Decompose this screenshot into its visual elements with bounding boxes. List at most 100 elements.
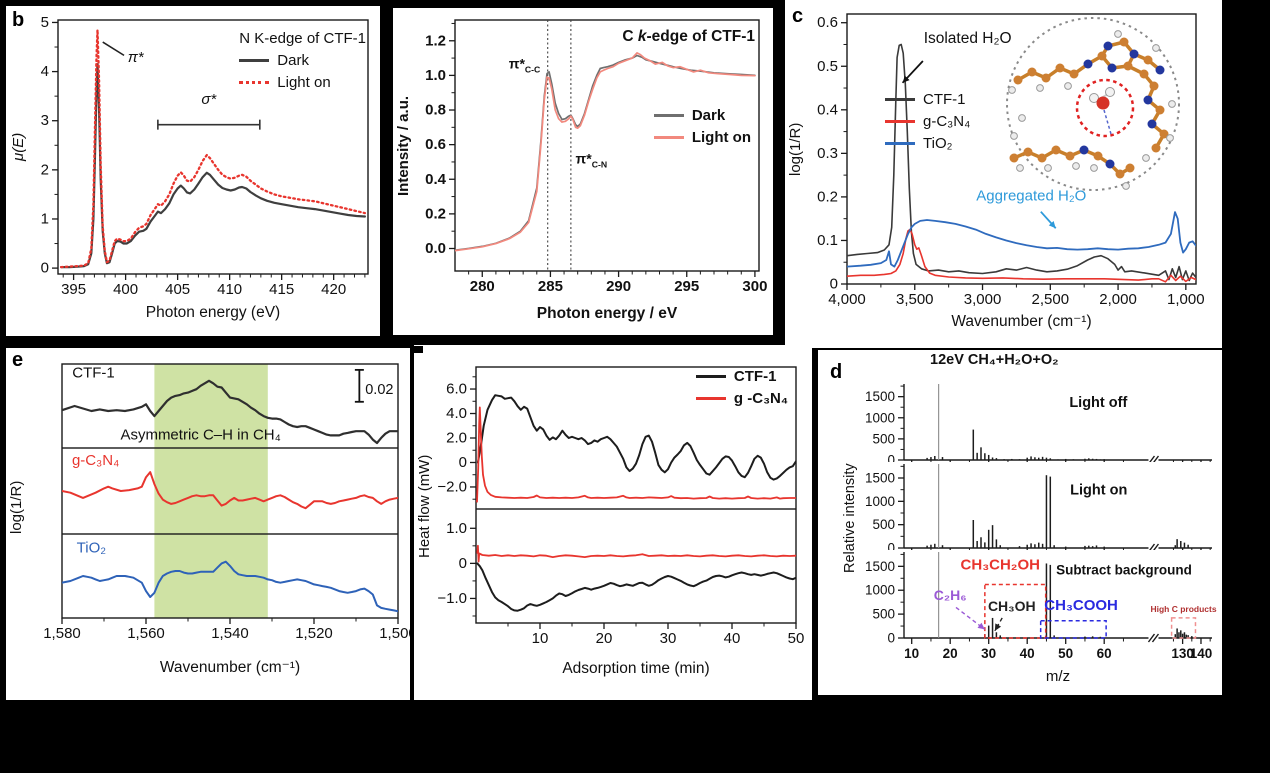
svg-text:500: 500 (872, 607, 895, 622)
svg-text:C₂H₆: C₂H₆ (934, 587, 967, 603)
svg-text:285: 285 (538, 278, 563, 295)
panel-b-legend: N K-edge of CTF-1 Dark Light on (239, 30, 366, 96)
legend-item: Light on (239, 74, 366, 91)
panel-f-legend-items: CTF-1 g -C₃N₄ (695, 368, 788, 407)
ctf-water-molecular-inset (1006, 17, 1180, 191)
svg-text:0.2: 0.2 (425, 205, 446, 222)
legend-item: g-C₃N₄ (885, 113, 970, 130)
legend-swatch-solid (885, 120, 915, 123)
panel-c: c log(1/R) 4,000 3,500 3,000 2,500 2,000 1,00… (785, 0, 1222, 348)
svg-text:Light off: Light off (1069, 395, 1127, 411)
legend-swatch-solid (239, 59, 270, 62)
svg-text:0: 0 (887, 541, 895, 551)
svg-text:Isolated H₂O: Isolated H₂O (924, 30, 1012, 47)
panel-d: d 12eV CH₄+H₂O+O₂ Relative intensity 0 50… (818, 350, 1222, 695)
svg-text:1,500: 1,500 (379, 625, 410, 642)
legend-item: Dark (239, 52, 366, 69)
svg-text:1500: 1500 (865, 389, 895, 404)
svg-text:0.3: 0.3 (817, 145, 838, 162)
svg-text:2: 2 (41, 161, 49, 178)
svg-text:π*C-C: π*C-C (509, 55, 541, 74)
legend-item: Dark (653, 107, 751, 124)
title-pre: C (622, 28, 638, 45)
svg-text:CH₃COOH: CH₃COOH (1044, 597, 1118, 614)
svg-text:40: 40 (1020, 646, 1035, 661)
svg-text:4.0: 4.0 (446, 405, 467, 422)
ch4-ir-ctf1-subplot: CTF-1 Asymmetric C–H in CH₄ 0.02 (61, 363, 399, 448)
panel-b-legend-items: Dark Light on (239, 52, 366, 91)
svg-text:0: 0 (459, 555, 467, 572)
framework-atoms (1009, 37, 1169, 179)
legend-label: Dark (691, 107, 726, 124)
svg-text:20: 20 (596, 630, 613, 647)
ch4-ir-gc3n4-subplot: g-C₃N₄ (61, 448, 399, 534)
panel-c-x-axis-label: Wavenumber (cm⁻¹) (951, 313, 1092, 330)
legend-label: Light on (277, 74, 331, 91)
panel-e: e log(1/R) CTF-1 Asymmetric C–H in CH₄ 0.0… (6, 348, 410, 700)
svg-text:30: 30 (981, 646, 996, 661)
panel-b-legend-title: N K-edge of CTF-1 (239, 30, 366, 47)
svg-text:0: 0 (887, 631, 895, 646)
panel-ckedge-title: C k-edge of CTF-1 (622, 28, 755, 46)
heatflow-bottom-subplot: 10 20 30 40 50 1.0 0 −1.0 (437, 509, 805, 647)
svg-text:1500: 1500 (865, 559, 895, 574)
svg-text:σ*: σ* (201, 91, 217, 108)
svg-text:2.0: 2.0 (446, 430, 467, 447)
svg-text:−1.0: −1.0 (437, 590, 467, 607)
hydrogen-atoms (1008, 30, 1176, 190)
panel-d-x-axis-label: m/z (1045, 668, 1071, 685)
svg-text:1: 1 (41, 210, 49, 227)
svg-text:40: 40 (724, 630, 741, 647)
panel-b: b μ(E) 395 400 405 410 415 420 0 1 2 3 4 5 π* σ* Phot… (6, 6, 380, 336)
legend-item: Light on (653, 129, 751, 146)
svg-text:1000: 1000 (865, 410, 895, 425)
svg-text:3: 3 (41, 112, 49, 129)
ms-light-off-subplot: 0 500 1000 1500 Light off (865, 384, 1212, 462)
svg-text:410: 410 (217, 281, 242, 298)
title-italic-k: k (637, 28, 647, 45)
svg-text:0.4: 0.4 (817, 101, 838, 118)
legend-item: TiO₂ (885, 135, 970, 152)
svg-text:30: 30 (660, 630, 677, 647)
svg-text:280: 280 (470, 278, 495, 295)
legend-swatch-dotted (239, 81, 270, 84)
legend-label: CTF-1 (733, 368, 777, 385)
svg-text:0: 0 (830, 276, 838, 293)
legend-label: g -C₃N₄ (733, 390, 788, 407)
panel-f-legend: CTF-1 g -C₃N₄ (695, 363, 788, 412)
svg-text:5: 5 (41, 14, 49, 31)
svg-text:Subtract background: Subtract background (1056, 562, 1192, 577)
legend-swatch-solid (653, 114, 684, 117)
svg-text:500: 500 (872, 431, 895, 446)
svg-text:π*: π* (128, 49, 145, 66)
svg-text:290: 290 (606, 278, 631, 295)
panel-d-title: 12eV CH₄+H₂O+O₂ (930, 352, 1059, 368)
svg-text:0.5: 0.5 (817, 58, 838, 75)
svg-text:CTF-1: CTF-1 (72, 364, 115, 381)
legend-item: CTF-1 (885, 91, 970, 108)
svg-text:2,000: 2,000 (1099, 291, 1137, 308)
svg-text:50: 50 (788, 630, 805, 647)
legend-label: TiO₂ (923, 135, 953, 152)
svg-text:20: 20 (943, 646, 958, 661)
svg-text:−2.0: −2.0 (437, 478, 467, 495)
panel-e-x-axis-label: Wavenumber (cm⁻¹) (159, 659, 301, 676)
svg-text:1,520: 1,520 (295, 625, 333, 642)
legend-item: CTF-1 (695, 368, 788, 385)
panel-c-label: c (792, 5, 804, 27)
svg-text:1,540: 1,540 (211, 625, 249, 642)
svg-text:1,560: 1,560 (127, 625, 165, 642)
legend-swatch-solid (695, 375, 726, 378)
svg-text:1.0: 1.0 (446, 520, 467, 537)
svg-text:Aggregated H₂O: Aggregated H₂O (976, 187, 1086, 204)
legend-swatch-solid (885, 98, 915, 101)
water-ir-plot: 4,000 3,500 3,000 2,500 2,000 1,000 0 0.1 0.2 0.3… (817, 13, 1205, 308)
legend-label: g-C₃N₄ (923, 113, 971, 130)
svg-text:10: 10 (532, 630, 549, 647)
title-post: -edge of CTF-1 (646, 28, 756, 45)
c-kedge-plot: 280 285 290 295 300 0.0 0.2 0.4 0.6 0.8 1.0 1.2 π*C-… (425, 19, 767, 295)
svg-text:CH₃CH₂OH: CH₃CH₂OH (961, 557, 1040, 574)
svg-text:6.0: 6.0 (446, 381, 467, 398)
svg-text:500: 500 (872, 517, 895, 532)
